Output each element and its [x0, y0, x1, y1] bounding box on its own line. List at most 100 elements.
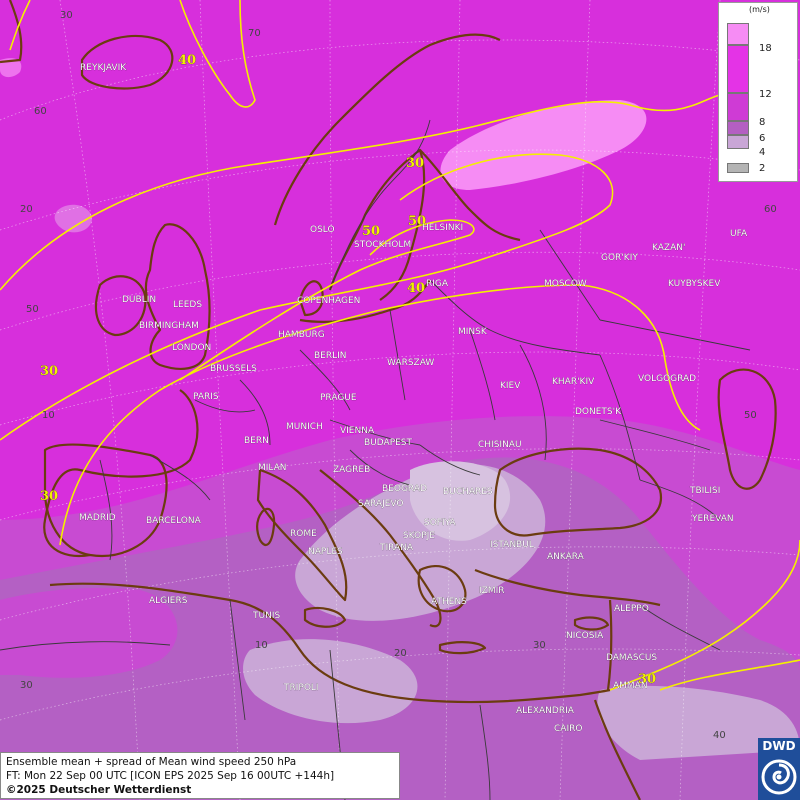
grid-label: 60: [34, 106, 47, 117]
continental-west-coast: [43, 389, 199, 558]
city-label: SKOPJE: [403, 531, 435, 541]
red-sea-coast: [593, 699, 641, 800]
cyprus: [573, 616, 610, 631]
city-label: ALEXANDRIA: [516, 706, 575, 716]
britain-coast: [144, 223, 211, 370]
balkans-coast: [319, 469, 442, 628]
city-label: LONDON: [172, 343, 211, 353]
country-borders: [0, 119, 751, 800]
legend-swatch-12: [727, 45, 749, 93]
isotach-label: 30: [40, 364, 58, 379]
caspian-coast: [717, 368, 777, 490]
city-label: ATHENS: [431, 597, 467, 607]
city-label: DONETS'K: [575, 407, 622, 417]
finland-coast: [419, 149, 521, 242]
forecast-time: FT: Mon 22 Sep 00 UTC [ICON EPS 2025 Sep…: [6, 770, 335, 782]
city-label: DUBLIN: [122, 295, 156, 305]
dwd-swirl-icon: [761, 759, 797, 795]
city-label: MILAN: [258, 463, 287, 473]
city-label: NICOSIA: [566, 631, 604, 641]
isotach-30-south: [59, 284, 701, 546]
grid-label: 10: [42, 410, 55, 421]
city-label: BUDAPEST: [364, 438, 413, 448]
isotach-label: 30: [638, 672, 656, 687]
isotach-label: 30: [40, 489, 58, 504]
city-label: PRAGUE: [320, 393, 357, 403]
city-label: COPENHAGEN: [297, 296, 360, 306]
city-label: DAMASCUS: [606, 653, 657, 663]
grid-label: 30: [60, 10, 73, 21]
legend-swatch-18: [727, 23, 749, 45]
ireland-coast: [95, 275, 147, 337]
city-label: TUNIS: [252, 611, 280, 621]
city-label: BIRMINGHAM: [139, 321, 199, 331]
shade-libya-light: [243, 639, 418, 724]
legend-label: 2: [759, 163, 766, 174]
isotach-label: 50: [362, 224, 380, 239]
city-label: TRIPOLI: [283, 683, 319, 693]
city-label: BARCELONA: [146, 516, 202, 526]
city-label: BEOGRAD: [382, 484, 427, 494]
city-label: CAIRO: [554, 724, 582, 734]
product-title: Ensemble mean + spread of Mean wind spee…: [6, 756, 297, 768]
city-label: YEREVAN: [691, 514, 734, 524]
legend-unit: (m/s): [749, 5, 770, 14]
iberia-coast: [43, 443, 168, 558]
info-box: Ensemble mean + spread of Mean wind spee…: [0, 752, 400, 799]
grid-labels: 30 70 60 20 50 10 60 50 10 20 30 30 40: [20, 10, 777, 741]
city-label: TBILISI: [689, 486, 720, 496]
city-label: VIENNA: [340, 426, 375, 436]
city-label: BERN: [244, 436, 269, 446]
grid-label: 10: [255, 640, 268, 651]
coastlines: [0, 0, 777, 800]
isotach-40-iceland: [179, 0, 256, 108]
city-label: RIGA: [426, 279, 449, 289]
city-label: SOFIYA: [424, 518, 456, 528]
italy-coast: [256, 468, 348, 602]
city-label: MUNICH: [286, 422, 323, 432]
legend-label: 4: [759, 147, 766, 158]
norway-coast: [273, 33, 501, 226]
legend-swatch-2: [727, 163, 749, 173]
logo-text: DWD: [762, 739, 796, 753]
city-label: KUYBYSKEV: [668, 279, 721, 289]
isotach-labels: 40 30 50 50 40 30 30 30: [40, 53, 657, 688]
city-label: MOSCOW: [544, 279, 587, 289]
turkey-coast: [474, 568, 661, 607]
city-label: TIRANA: [379, 543, 414, 553]
city-label: KHAR'KIV: [552, 377, 595, 387]
city-label: NAPLES: [308, 547, 343, 557]
city-label: BUCHARES: [443, 487, 493, 497]
copyright: ©2025 Deutscher Wetterdienst: [6, 784, 192, 796]
legend-swatch-6: [727, 121, 749, 135]
city-label: STOCKHOLM: [354, 240, 411, 250]
shade-west-med: [0, 588, 178, 678]
city-label: MINSK: [458, 327, 488, 337]
isotach-label: 30: [406, 156, 424, 171]
city-label: UFA: [730, 229, 748, 239]
city-label: ALGIERS: [149, 596, 188, 606]
grid-label: 60: [764, 204, 777, 215]
shade-balkan-light: [410, 461, 511, 541]
city-label: ALEPPO: [614, 604, 649, 614]
isotach-50-jet: [179, 219, 475, 381]
city-labels: REYKJAVIK OSLO STOCKHOLM HELSINKI DUBLIN…: [79, 63, 748, 734]
grid-label: 70: [248, 28, 261, 39]
shade-egypt-light: [597, 685, 800, 760]
isotach-30-greenland: [9, 0, 31, 51]
city-label: PARIS: [193, 392, 219, 402]
grid-label: 40: [713, 730, 726, 741]
greenland-coast: [0, 0, 23, 64]
north-africa-coast: [49, 582, 611, 704]
sardinia: [256, 507, 276, 547]
city-label: CHISINAU: [478, 440, 522, 450]
shade-atlantic-spot: [54, 204, 92, 233]
city-label: HELSINKI: [422, 223, 463, 233]
city-label: GOR'KIY: [601, 253, 638, 263]
city-label: REYKJAVIK: [80, 63, 127, 73]
grid-label: 50: [744, 410, 757, 421]
city-label: BERLIN: [314, 351, 347, 361]
city-label: VOLGOGRAD: [638, 374, 696, 384]
